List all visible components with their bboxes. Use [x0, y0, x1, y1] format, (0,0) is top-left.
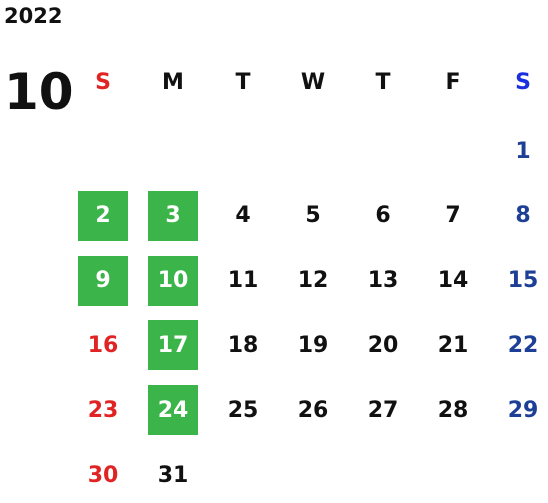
day: 15: [507, 268, 539, 294]
day: 26: [297, 397, 329, 423]
day: 25: [227, 397, 259, 423]
day: 11: [227, 268, 259, 294]
weekday-label: S: [515, 69, 531, 95]
highlighted-day: 3: [148, 190, 198, 241]
highlighted-day: 9: [78, 255, 128, 306]
day: 18: [227, 332, 259, 358]
day: 14: [437, 268, 469, 294]
highlighted-day: 24: [148, 385, 198, 436]
day: 1: [515, 138, 531, 164]
day: 31: [157, 462, 189, 488]
highlighted-day: 2: [78, 190, 128, 241]
day: 16: [87, 332, 119, 358]
day: 13: [367, 268, 399, 294]
day: 5: [305, 203, 321, 229]
weekday-label: T: [375, 69, 391, 95]
day: 28: [437, 397, 469, 423]
day: 19: [297, 332, 329, 358]
day: 30: [87, 462, 119, 488]
weekday-label: M: [162, 69, 184, 95]
day: 29: [507, 397, 539, 423]
day: 23: [87, 397, 119, 423]
day: 12: [297, 268, 329, 294]
day: 27: [367, 397, 399, 423]
day: 4: [235, 203, 251, 229]
year: 2022: [4, 4, 63, 28]
weekday-label: F: [445, 69, 461, 95]
day: 20: [367, 332, 399, 358]
day: 8: [515, 203, 531, 229]
weekday-label: W: [300, 69, 326, 95]
weekday-label: T: [235, 69, 251, 95]
day: 21: [437, 332, 469, 358]
weekday-label: S: [95, 69, 111, 95]
highlighted-day: 17: [148, 320, 198, 371]
highlighted-day: 10: [148, 255, 198, 306]
day: 7: [445, 203, 461, 229]
day: 6: [375, 203, 391, 229]
day: 22: [507, 332, 539, 358]
month: 10: [4, 63, 74, 121]
